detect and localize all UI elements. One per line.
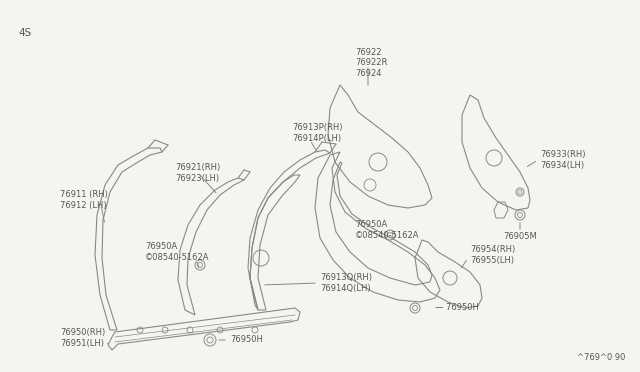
Text: 76913P(RH)
76914P(LH): 76913P(RH) 76914P(LH) <box>292 123 342 143</box>
Text: 76905M: 76905M <box>503 232 537 241</box>
Text: 76954(RH)
76955(LH): 76954(RH) 76955(LH) <box>470 245 515 265</box>
Text: 76911 (RH)
76912 (LH): 76911 (RH) 76912 (LH) <box>60 190 108 210</box>
Text: ^769^0 90: ^769^0 90 <box>577 353 625 362</box>
Text: 76933(RH)
76934(LH): 76933(RH) 76934(LH) <box>540 150 586 170</box>
Text: 76922
76922R
76924: 76922 76922R 76924 <box>355 48 387 78</box>
Text: 76950A
©08540-5162A: 76950A ©08540-5162A <box>355 220 419 240</box>
Text: 76950(RH)
76951(LH): 76950(RH) 76951(LH) <box>60 328 105 348</box>
Text: — 76950H: — 76950H <box>435 304 479 312</box>
Text: 4S: 4S <box>18 28 31 38</box>
Text: 76913Q(RH)
76914Q(LH): 76913Q(RH) 76914Q(LH) <box>320 273 372 293</box>
Text: 76921(RH)
76923(LH): 76921(RH) 76923(LH) <box>175 163 220 183</box>
Text: 76950A
©08540-5162A: 76950A ©08540-5162A <box>145 242 209 262</box>
Text: 76950H: 76950H <box>230 336 263 344</box>
